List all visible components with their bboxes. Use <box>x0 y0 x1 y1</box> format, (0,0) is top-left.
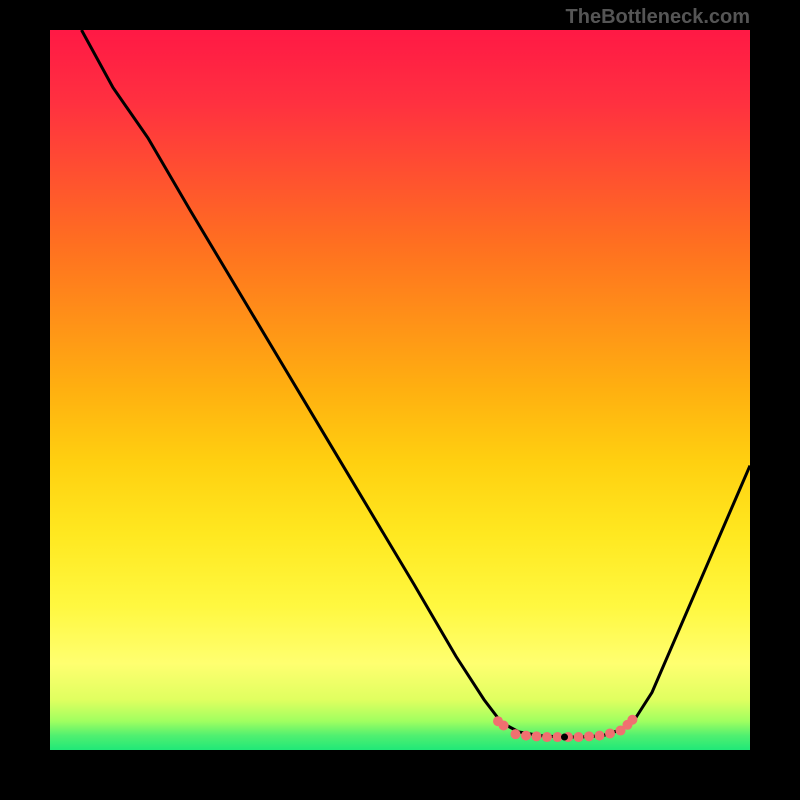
plot-area <box>50 30 750 750</box>
gradient-background <box>50 30 750 750</box>
watermark-text: TheBottleneck.com <box>566 6 750 29</box>
